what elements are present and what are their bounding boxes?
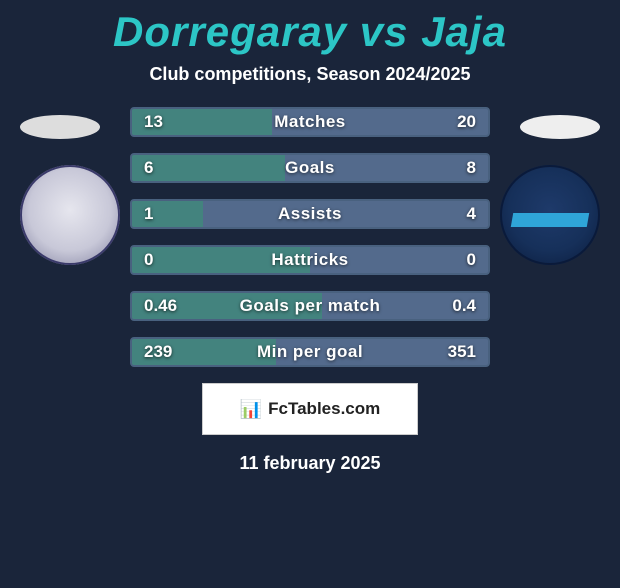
stat-row: 13Matches20 <box>130 107 490 137</box>
stat-value-right: 8 <box>455 155 488 181</box>
stat-label: Goals per match <box>132 293 488 319</box>
stat-value-right: 20 <box>445 109 488 135</box>
stat-value-right: 0 <box>455 247 488 273</box>
shadow-marker-right <box>520 115 600 139</box>
page-title: Dorregaray vs Jaja <box>0 8 620 56</box>
stat-value-right: 0.4 <box>440 293 488 319</box>
stat-label: Assists <box>132 201 488 227</box>
stat-label: Hattricks <box>132 247 488 273</box>
stat-row: 0.46Goals per match0.4 <box>130 291 490 321</box>
source-label: FcTables.com <box>268 399 380 419</box>
stat-row: 6Goals8 <box>130 153 490 183</box>
stat-label: Matches <box>132 109 488 135</box>
stat-row: 1Assists4 <box>130 199 490 229</box>
comparison-bars: 13Matches20 6Goals8 1Assists4 0Hattricks0 0.… <box>130 107 490 367</box>
stat-row: 0Hattricks0 <box>130 245 490 275</box>
shadow-marker-left <box>20 115 100 139</box>
source-badge[interactable]: 📊 FcTables.com <box>202 383 418 435</box>
chart-icon: 📊 <box>240 399 262 420</box>
team-logo-left <box>20 165 120 265</box>
stat-row: 239Min per goal351 <box>130 337 490 367</box>
stat-value-right: 4 <box>455 201 488 227</box>
stat-value-right: 351 <box>436 339 488 365</box>
stat-label: Goals <box>132 155 488 181</box>
subtitle: Club competitions, Season 2024/2025 <box>0 64 620 85</box>
stat-label: Min per goal <box>132 339 488 365</box>
date-label: 11 february 2025 <box>0 453 620 474</box>
team-logo-right <box>500 165 600 265</box>
comparison-area: 13Matches20 6Goals8 1Assists4 0Hattricks0 0.… <box>0 107 620 367</box>
